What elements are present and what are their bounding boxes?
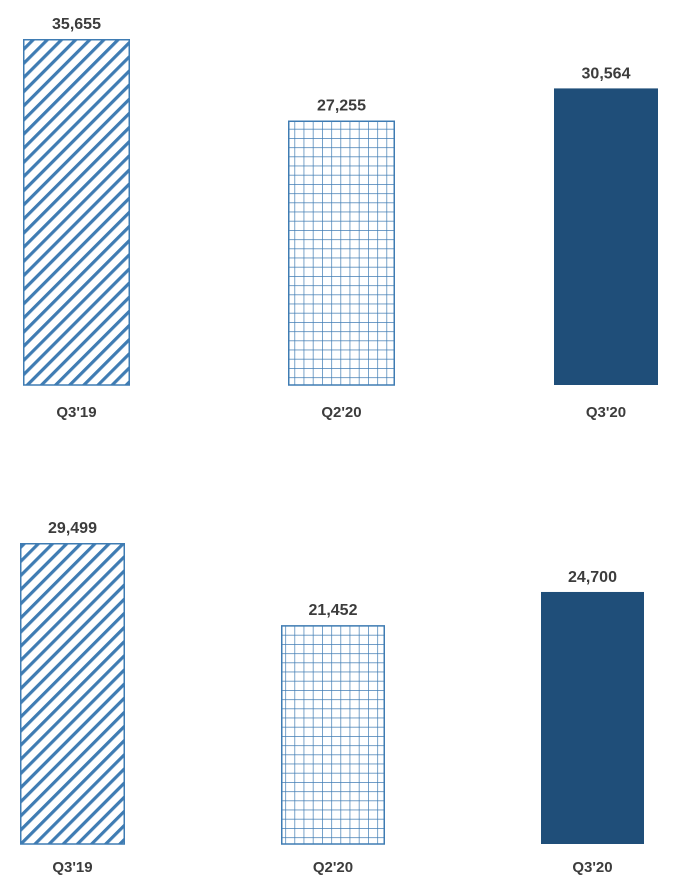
x-tick-label: Q3'19	[52, 859, 92, 876]
bar-chart-panel: 35,655 Q3'19 27,255 Q2'20 30,564 Q3'20	[23, 16, 658, 421]
bar-value-label: 27,255	[317, 98, 366, 115]
bar-value-label: 30,564	[582, 65, 631, 82]
bar-value-label: 35,655	[52, 16, 101, 33]
bar-q320	[541, 591, 644, 844]
bar-q220	[288, 120, 395, 386]
bar-chart-panel: 29,499 Q3'19 21,452 Q2'20 24,700 Q3'20	[20, 520, 644, 876]
bar-q319	[23, 39, 130, 386]
charts-layer: 35,655 Q3'19 27,255 Q2'20 30,564 Q3'20 29,499 Q…	[20, 16, 658, 876]
bar-value-label: 21,452	[309, 602, 358, 619]
bar-q220	[281, 625, 385, 845]
x-tick-label: Q3'19	[56, 404, 96, 421]
x-tick-label: Q3'20	[586, 404, 626, 421]
x-tick-label: Q2'20	[313, 859, 353, 876]
x-tick-label: Q3'20	[572, 859, 612, 876]
bar-q319	[20, 543, 125, 845]
bar-value-label: 24,700	[568, 569, 617, 586]
bar-value-label: 29,499	[48, 520, 97, 537]
bar-q320	[554, 88, 658, 385]
x-tick-label: Q2'20	[321, 404, 361, 421]
